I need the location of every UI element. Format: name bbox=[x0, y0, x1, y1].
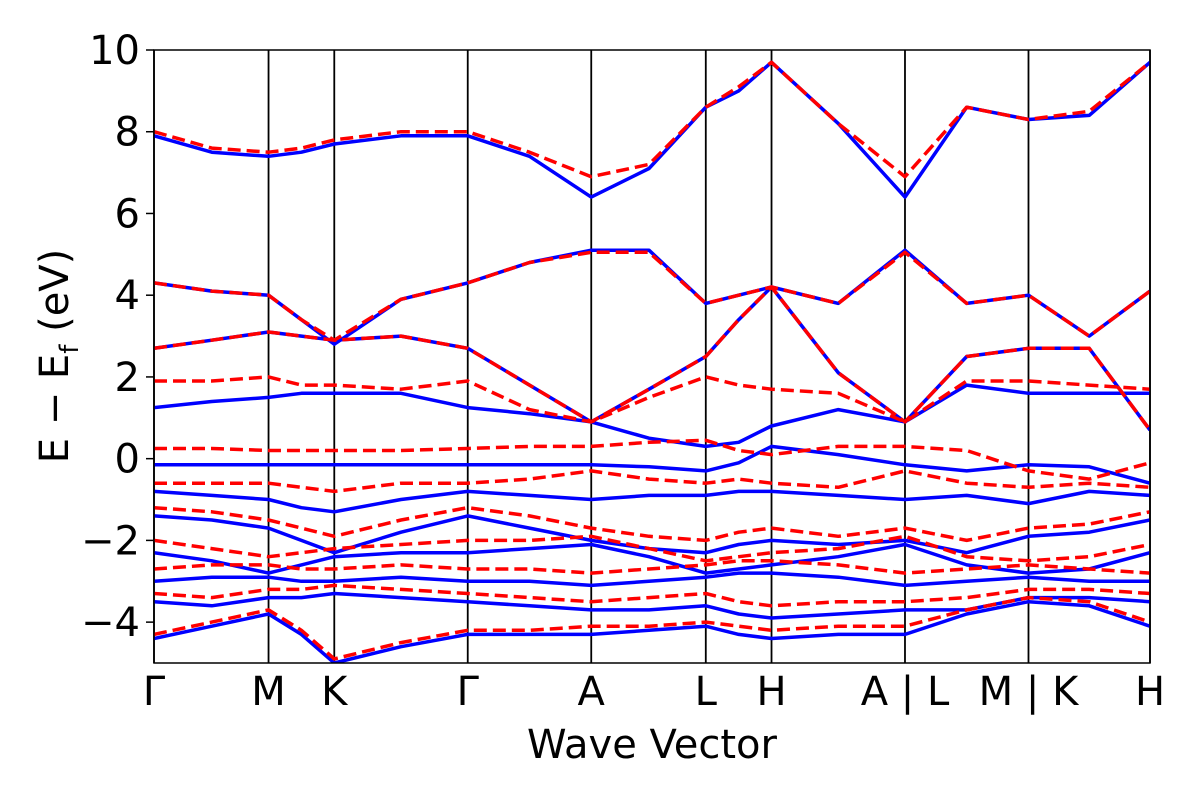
y-tick-label: −2 bbox=[81, 518, 140, 564]
band bbox=[154, 571, 1150, 588]
bands-layer bbox=[154, 60, 1150, 663]
x-tick-label: Γ bbox=[457, 669, 480, 715]
y-axis-label: E − Ef (eV) bbox=[32, 249, 85, 464]
x-tick-label: K bbox=[321, 669, 349, 715]
band bbox=[154, 489, 1150, 514]
band-dashed bbox=[154, 60, 1150, 179]
y-label-part: (eV) bbox=[32, 249, 78, 345]
x-tick-label: A bbox=[578, 669, 606, 715]
y-tick-label: 0 bbox=[115, 437, 140, 483]
y-tick-label: 2 bbox=[115, 355, 140, 401]
band bbox=[154, 542, 1150, 575]
x-tick-label: L bbox=[695, 669, 718, 715]
plot-frame bbox=[153, 49, 1151, 664]
x-tick-label: A | L bbox=[861, 669, 950, 715]
band-dashed bbox=[154, 469, 1150, 494]
band-dashed bbox=[154, 438, 1150, 481]
x-tick-label: Γ bbox=[143, 669, 166, 715]
y-label-part: E − E bbox=[32, 354, 78, 464]
y-tick-label: 4 bbox=[115, 273, 140, 319]
y-tick-label: 6 bbox=[115, 191, 140, 237]
band-dashed bbox=[154, 250, 1150, 342]
y-tick-label: 8 bbox=[115, 110, 140, 156]
band-dashed bbox=[154, 583, 1150, 608]
band bbox=[154, 383, 1150, 449]
band bbox=[154, 444, 1150, 485]
x-tick-label: M | K bbox=[979, 669, 1080, 715]
band-dashed bbox=[154, 559, 1150, 575]
band-dashed bbox=[154, 505, 1150, 543]
band-dashed bbox=[154, 595, 1150, 661]
x-tick-label: H bbox=[1135, 669, 1165, 715]
x-axis-label: Wave Vector bbox=[527, 722, 778, 768]
y-tick-label: −4 bbox=[81, 600, 140, 646]
x-tick-label: M bbox=[251, 669, 286, 715]
y-label-sub: f bbox=[55, 344, 85, 354]
band bbox=[154, 599, 1150, 663]
band-dashed bbox=[154, 285, 1150, 432]
y-tick-label: 10 bbox=[89, 28, 140, 74]
x-tick-label: H bbox=[756, 669, 786, 715]
band-dashed bbox=[154, 534, 1150, 563]
